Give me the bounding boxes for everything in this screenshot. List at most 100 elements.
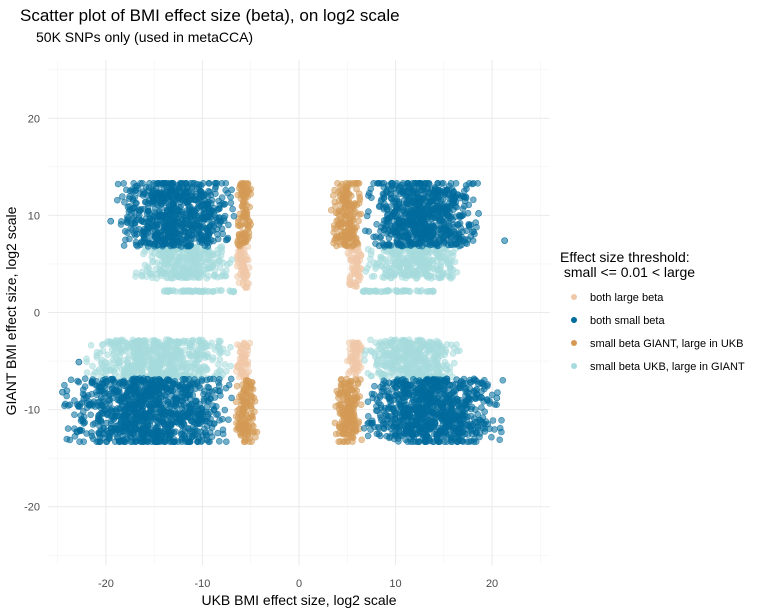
data-point xyxy=(129,412,137,420)
data-point xyxy=(351,270,358,277)
data-point xyxy=(180,432,188,439)
data-point xyxy=(101,366,109,374)
data-point xyxy=(465,223,473,230)
data-point xyxy=(151,205,159,212)
data-point xyxy=(385,240,392,248)
data-point xyxy=(208,220,216,227)
data-point xyxy=(396,365,404,372)
data-point xyxy=(160,266,168,273)
data-point xyxy=(215,343,222,350)
data-point xyxy=(416,266,423,274)
data-point xyxy=(425,210,433,218)
data-point xyxy=(187,180,194,187)
data-point xyxy=(450,359,458,367)
data-point xyxy=(219,200,226,207)
data-point xyxy=(430,239,438,246)
data-point xyxy=(421,351,429,359)
data-point xyxy=(122,339,130,347)
data-point xyxy=(234,363,242,371)
data-point xyxy=(218,180,226,187)
data-point xyxy=(411,227,419,235)
data-point xyxy=(352,376,360,384)
data-point xyxy=(418,225,426,233)
data-point xyxy=(348,353,356,361)
data-point xyxy=(470,180,477,187)
data-point xyxy=(144,204,152,212)
data-point xyxy=(341,191,349,198)
data-point xyxy=(415,349,423,357)
data-point xyxy=(349,438,356,446)
data-point xyxy=(397,241,404,249)
grid xyxy=(48,60,550,565)
data-point xyxy=(382,256,390,264)
data-point xyxy=(368,194,375,201)
data-point xyxy=(415,359,422,367)
data-point xyxy=(81,383,89,390)
data-point xyxy=(225,221,232,229)
data-point xyxy=(187,273,195,281)
x-tick-label: -10 xyxy=(195,578,211,590)
data-point xyxy=(352,280,360,288)
data-point xyxy=(406,342,414,349)
data-point xyxy=(348,181,356,188)
data-point xyxy=(456,220,464,227)
data-point xyxy=(206,188,214,196)
data-point xyxy=(106,396,114,404)
data-point xyxy=(446,259,453,267)
data-point xyxy=(80,408,87,415)
data-point xyxy=(196,336,203,344)
data-point xyxy=(220,214,228,222)
data-point xyxy=(200,235,208,243)
data-point xyxy=(232,412,240,420)
data-point xyxy=(193,243,200,251)
data-point xyxy=(372,362,380,369)
data-point xyxy=(140,232,148,239)
data-point xyxy=(461,202,468,210)
data-point xyxy=(71,411,78,419)
data-point xyxy=(396,359,403,366)
x-tick-label: 0 xyxy=(296,578,302,590)
data-point xyxy=(197,253,204,261)
data-point xyxy=(347,377,355,385)
data-point xyxy=(344,249,352,257)
data-point xyxy=(201,192,208,199)
data-point xyxy=(221,406,229,414)
data-point xyxy=(149,185,156,193)
data-point xyxy=(431,205,439,212)
data-point xyxy=(390,357,398,365)
data-point xyxy=(381,287,388,295)
data-point xyxy=(342,425,350,432)
data-point xyxy=(433,197,441,205)
data-point xyxy=(391,348,398,356)
data-point xyxy=(368,247,375,255)
data-point xyxy=(197,351,204,358)
data-point xyxy=(123,219,131,226)
data-point xyxy=(164,400,172,408)
data-point xyxy=(439,343,446,351)
data-point xyxy=(221,361,229,368)
data-point xyxy=(415,272,422,279)
data-point xyxy=(89,400,96,408)
data-point xyxy=(119,378,127,386)
data-point xyxy=(418,370,425,378)
data-point xyxy=(384,210,392,218)
data-point xyxy=(222,236,230,244)
data-point xyxy=(210,237,217,245)
data-point xyxy=(203,422,211,430)
data-point xyxy=(132,338,139,346)
data-point xyxy=(348,243,356,250)
data-point xyxy=(414,194,421,202)
data-point xyxy=(193,379,201,386)
series-0 xyxy=(233,243,366,382)
data-point xyxy=(241,430,249,438)
data-point xyxy=(138,367,146,375)
data-point xyxy=(214,429,221,437)
data-point xyxy=(411,240,418,248)
data-point xyxy=(152,265,159,273)
data-point xyxy=(236,221,243,229)
data-point xyxy=(134,344,141,352)
data-point xyxy=(361,357,368,364)
data-point xyxy=(213,287,221,294)
data-point xyxy=(253,428,261,436)
data-point xyxy=(207,408,214,416)
